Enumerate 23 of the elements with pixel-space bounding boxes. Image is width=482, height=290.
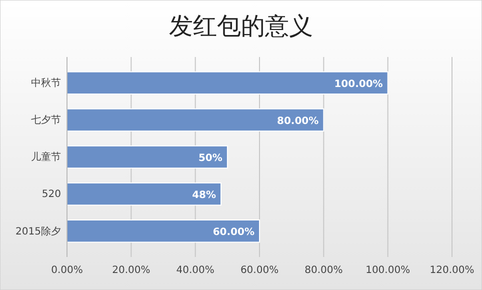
data-label: 60.00% bbox=[212, 227, 254, 238]
y-tick-label: 中秋节 bbox=[31, 77, 61, 90]
bar bbox=[66, 145, 228, 169]
x-tick-label: 120.00% bbox=[430, 265, 474, 276]
x-tick-label: 0.00% bbox=[51, 265, 83, 276]
data-label: 80.00% bbox=[277, 116, 319, 127]
x-tick-label: 80.00% bbox=[304, 265, 343, 276]
bar bbox=[66, 219, 260, 243]
data-label: 100.00% bbox=[334, 78, 383, 90]
y-tick-label: 七夕节 bbox=[31, 114, 61, 126]
bar bbox=[66, 108, 324, 132]
y-tick-label: 儿童节 bbox=[31, 151, 61, 164]
x-tick-label: 20.00% bbox=[112, 265, 150, 276]
data-label: 48% bbox=[192, 190, 216, 202]
bar bbox=[66, 71, 388, 95]
chart-title: 发红包的意义 bbox=[169, 12, 313, 40]
y-tick-label: 2015除夕 bbox=[16, 225, 61, 238]
x-tick-label: 100.00% bbox=[366, 265, 410, 276]
y-tick-label: 520 bbox=[42, 189, 61, 200]
bar bbox=[66, 182, 222, 206]
x-tick-label: 40.00% bbox=[176, 265, 214, 276]
x-tick-label: 60.00% bbox=[240, 265, 279, 276]
data-label: 50% bbox=[198, 153, 222, 164]
